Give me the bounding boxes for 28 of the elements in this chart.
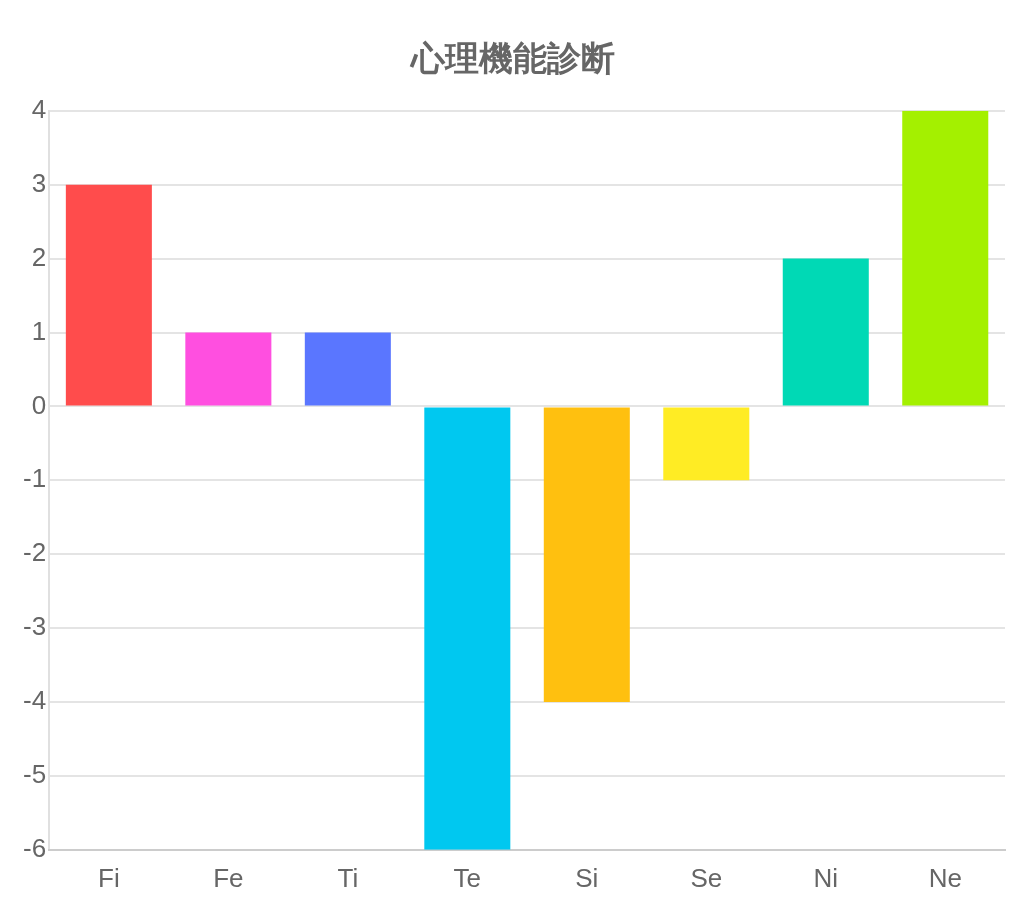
y-tick-label: -4 bbox=[22, 685, 47, 716]
y-tick-label: 2 bbox=[31, 241, 47, 272]
y-tick-label: 4 bbox=[31, 93, 47, 124]
bar bbox=[424, 407, 511, 850]
x-tick-label: Si bbox=[575, 862, 599, 893]
bar bbox=[543, 407, 630, 702]
x-tick-label: Ne bbox=[928, 862, 962, 893]
bar bbox=[304, 332, 391, 406]
y-tick-label: 0 bbox=[31, 389, 47, 420]
bar bbox=[185, 332, 272, 406]
bar bbox=[65, 184, 152, 406]
y-tick-label: -5 bbox=[22, 759, 47, 790]
x-tick-label: Ni bbox=[813, 862, 839, 893]
x-tick-label: Fi bbox=[98, 862, 120, 893]
x-tick-label: Fe bbox=[213, 862, 244, 893]
y-tick-label: -1 bbox=[22, 463, 47, 494]
y-tick-label: -2 bbox=[22, 537, 47, 568]
x-tick-label: Se bbox=[690, 862, 723, 893]
y-tick-label: 3 bbox=[31, 167, 47, 198]
bar bbox=[663, 407, 750, 481]
chart-title: 心理機能診断 bbox=[408, 38, 615, 77]
y-tick-label: 1 bbox=[31, 315, 47, 346]
bar bbox=[782, 258, 869, 406]
y-tick-label: -6 bbox=[22, 832, 47, 863]
y-tick-label: -3 bbox=[22, 611, 47, 642]
x-tick-label: Ti bbox=[337, 862, 359, 893]
x-tick-label: Te bbox=[453, 862, 482, 893]
bar bbox=[902, 110, 989, 406]
